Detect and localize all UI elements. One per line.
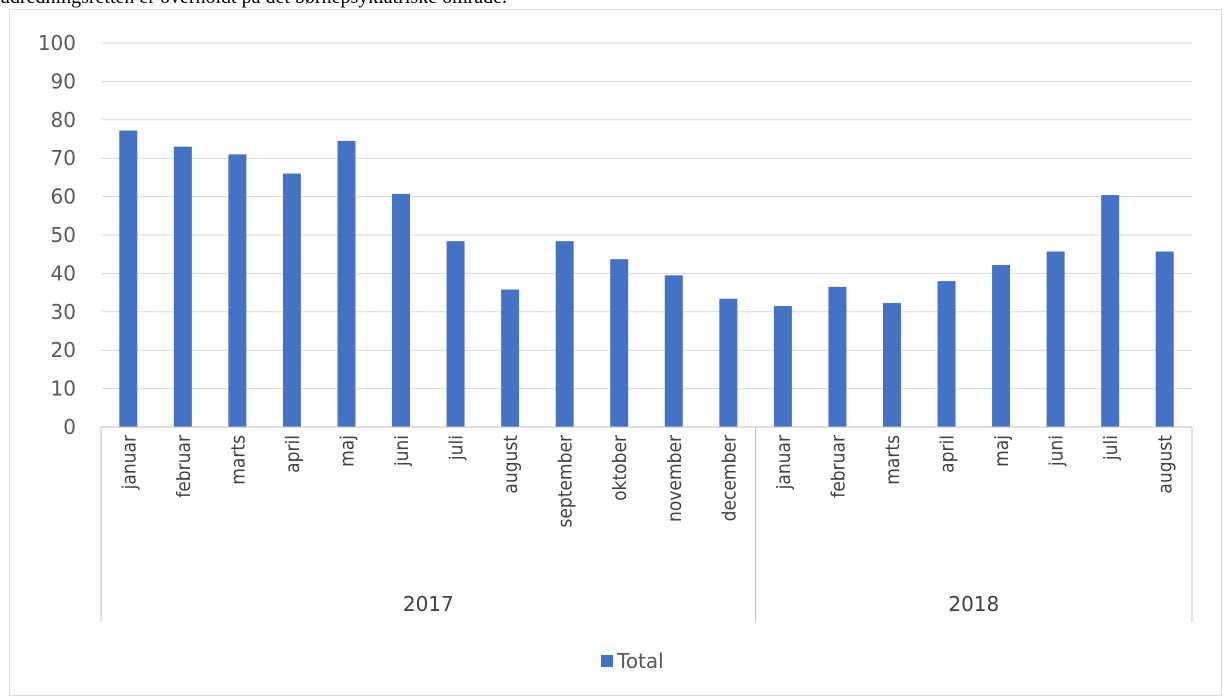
x-category-label: maj [991, 435, 1013, 467]
bar [719, 298, 738, 427]
bar [446, 241, 465, 427]
x-category-label: september [555, 434, 577, 528]
bar [1101, 195, 1120, 427]
y-tick-label: 40 [51, 261, 76, 285]
y-tick-label: 10 [51, 377, 76, 401]
bar [882, 302, 901, 427]
y-tick-label: 100 [38, 31, 76, 55]
y-axis-tick-labels: 0 10 20 30 40 50 60 70 80 90 100 [38, 31, 76, 439]
x-category-label: juli [1100, 435, 1122, 461]
x-category-label: april [282, 435, 304, 473]
x-category-label: februar [173, 434, 195, 498]
bars [119, 130, 1174, 428]
y-tick-label: 0 [63, 415, 76, 439]
legend-swatch [601, 655, 613, 667]
bar [992, 264, 1011, 427]
x-category-label: august [500, 435, 522, 494]
gridlines [101, 42, 1192, 390]
x-category-label: juli [446, 435, 468, 461]
bar [501, 289, 520, 427]
x-category-label: januar [773, 434, 795, 490]
bar [555, 241, 574, 427]
bar [773, 306, 792, 427]
x-category-label: november [664, 434, 686, 522]
bar [392, 193, 411, 427]
x-axis-category-labels: januar februar marts april maj juni juli august… [118, 434, 1176, 528]
x-category-label: oktober [609, 434, 631, 501]
y-tick-label: 30 [51, 300, 76, 324]
y-tick-label: 90 [51, 69, 76, 93]
bar [828, 286, 847, 427]
bar [119, 130, 138, 427]
x-category-label: august [1155, 435, 1177, 494]
x-category-label: februar [827, 434, 849, 498]
legend-label: Total [616, 649, 664, 673]
x-group-label: 2018 [948, 592, 999, 616]
x-category-label: december [718, 434, 740, 521]
x-category-label: juni [391, 435, 413, 467]
bar [173, 146, 192, 427]
y-tick-label: 60 [51, 185, 76, 209]
bar [610, 259, 629, 427]
x-category-label: januar [118, 434, 140, 490]
bar [337, 140, 356, 428]
y-tick-label: 70 [51, 146, 76, 170]
intro-text-fragment: udredningsretten er overholdt på det bør… [0, 0, 507, 9]
bar [1155, 251, 1174, 427]
x-category-label: juni [1046, 435, 1068, 467]
x-axis-year-labels: 2017 2018 [403, 592, 999, 616]
bar [282, 173, 301, 427]
x-category-label: marts [882, 435, 904, 485]
x-category-label: april [937, 435, 959, 473]
x-category-label: marts [227, 435, 249, 485]
x-group-label: 2017 [403, 592, 454, 616]
axes [100, 426, 1193, 622]
x-category-label: maj [336, 435, 358, 467]
bar [664, 275, 683, 427]
y-tick-label: 50 [51, 223, 76, 247]
bar [1046, 251, 1065, 427]
bar [228, 154, 247, 428]
y-tick-label: 20 [51, 338, 76, 362]
y-tick-label: 80 [51, 108, 76, 132]
bar [937, 281, 956, 427]
legend: Total [601, 649, 664, 673]
